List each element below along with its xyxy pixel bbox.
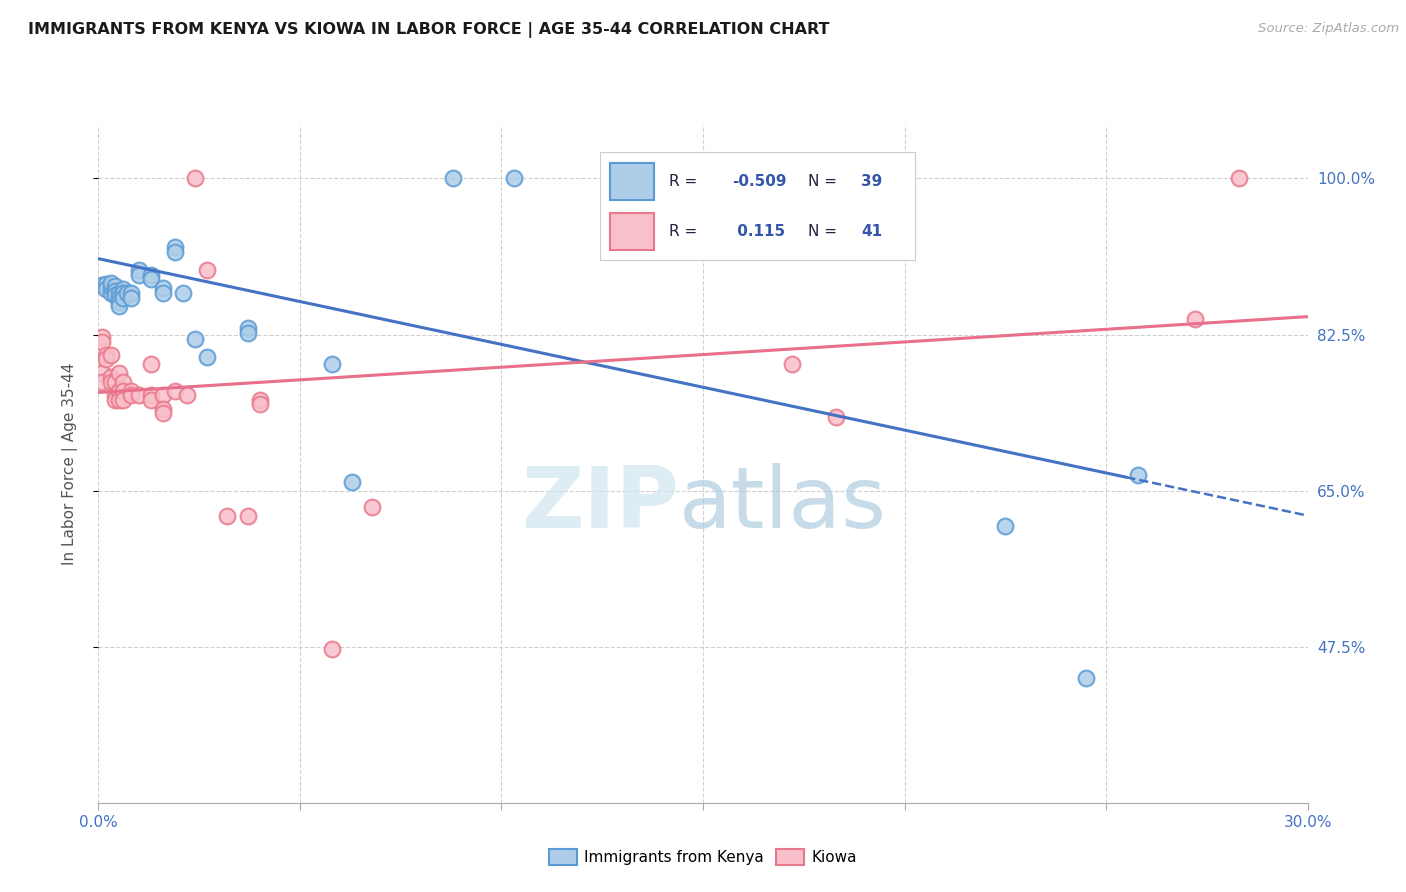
Point <box>103 375 125 389</box>
Point <box>103 279 125 293</box>
Point <box>172 285 194 300</box>
Text: N =: N = <box>807 224 842 239</box>
Point <box>176 388 198 402</box>
Point <box>249 397 271 411</box>
Point <box>163 244 186 259</box>
Point <box>91 366 114 380</box>
Point <box>217 508 239 523</box>
Point <box>994 519 1017 533</box>
Point <box>152 406 174 420</box>
Point <box>91 375 114 389</box>
Point <box>107 384 129 398</box>
Point <box>1074 671 1097 685</box>
Point <box>120 291 142 305</box>
Point <box>139 392 162 407</box>
Point <box>128 388 150 402</box>
Point <box>100 348 122 362</box>
Point <box>195 350 218 364</box>
Point <box>103 388 125 402</box>
Point <box>107 299 129 313</box>
Point <box>236 326 259 340</box>
Point <box>321 642 343 657</box>
Point <box>120 388 142 402</box>
Point <box>184 171 207 186</box>
Point <box>780 357 803 371</box>
Point <box>236 321 259 335</box>
Point <box>111 375 134 389</box>
Point <box>120 384 142 398</box>
Point <box>103 392 125 407</box>
Point <box>107 392 129 407</box>
Point <box>249 392 271 407</box>
Point <box>139 272 162 286</box>
Point <box>152 285 174 300</box>
Point <box>825 410 848 425</box>
Point <box>103 288 125 302</box>
Point <box>361 500 384 514</box>
Point <box>100 370 122 384</box>
Point <box>1227 171 1250 186</box>
Point <box>111 282 134 296</box>
Point <box>184 332 207 346</box>
Point <box>128 268 150 282</box>
Text: 0.115: 0.115 <box>733 224 786 239</box>
FancyBboxPatch shape <box>610 163 654 200</box>
Point <box>111 291 134 305</box>
Point <box>96 282 118 296</box>
Point <box>96 348 118 362</box>
Point <box>107 366 129 380</box>
Point <box>502 171 524 186</box>
Point <box>1128 467 1150 482</box>
Point <box>107 295 129 310</box>
Text: Source: ZipAtlas.com: Source: ZipAtlas.com <box>1258 22 1399 36</box>
Point <box>103 284 125 298</box>
FancyBboxPatch shape <box>610 212 654 250</box>
Point <box>107 286 129 301</box>
Point <box>152 388 174 402</box>
Legend: Immigrants from Kenya, Kiowa: Immigrants from Kenya, Kiowa <box>541 842 865 873</box>
Point <box>91 334 114 349</box>
Point <box>342 475 364 489</box>
Point <box>111 384 134 398</box>
Y-axis label: In Labor Force | Age 35-44: In Labor Force | Age 35-44 <box>62 363 77 565</box>
Point <box>139 357 162 371</box>
Point <box>111 392 134 407</box>
Point <box>111 286 134 301</box>
Text: IMMIGRANTS FROM KENYA VS KIOWA IN LABOR FORCE | AGE 35-44 CORRELATION CHART: IMMIGRANTS FROM KENYA VS KIOWA IN LABOR … <box>28 22 830 38</box>
Point <box>163 384 186 398</box>
Point <box>91 330 114 344</box>
Point <box>139 388 162 402</box>
Point <box>128 263 150 277</box>
Point <box>321 357 343 371</box>
Point <box>100 276 122 290</box>
Text: ZIP: ZIP <box>522 463 679 546</box>
Point <box>107 291 129 305</box>
Text: 39: 39 <box>860 174 883 189</box>
Point <box>91 278 114 293</box>
Point <box>115 286 138 301</box>
Text: atlas: atlas <box>679 463 887 546</box>
Point <box>100 285 122 300</box>
Point <box>152 401 174 416</box>
Point <box>96 352 118 367</box>
Text: 41: 41 <box>860 224 883 239</box>
Point <box>236 508 259 523</box>
Text: -0.509: -0.509 <box>733 174 787 189</box>
Point <box>441 171 464 186</box>
Point <box>139 268 162 282</box>
Point <box>1184 312 1206 326</box>
Text: N =: N = <box>807 174 842 189</box>
Text: R =: R = <box>669 174 703 189</box>
Point <box>96 277 118 291</box>
Point <box>120 286 142 301</box>
Point <box>100 280 122 294</box>
Text: R =: R = <box>669 224 703 239</box>
Point <box>100 375 122 389</box>
Point <box>163 240 186 254</box>
Point <box>152 281 174 295</box>
Point <box>195 263 218 277</box>
